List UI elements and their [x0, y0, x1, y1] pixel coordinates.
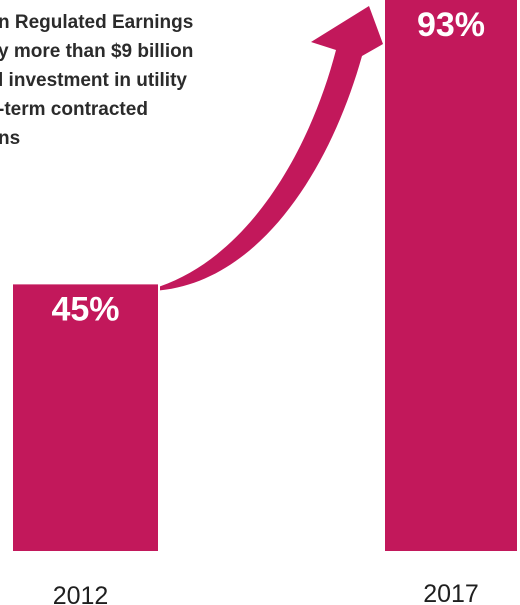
x-tick-label-2017: 2017: [423, 580, 479, 605]
value-label-2017: 93%: [417, 6, 485, 44]
bar-2017: [385, 0, 517, 551]
bar-2012: [13, 284, 158, 551]
value-label-2012: 45%: [51, 290, 119, 328]
x-tick-label-2012: 2012: [53, 582, 109, 605]
chart-annotation: n Regulated Earnings y more than $9 bill…: [0, 12, 194, 149]
growth-arrow: [160, 6, 383, 291]
